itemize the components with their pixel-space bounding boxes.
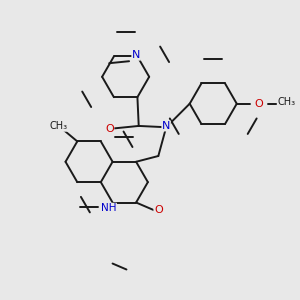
Text: N: N [162,121,170,131]
Text: O: O [154,206,163,215]
Text: N: N [132,50,140,60]
Text: NH: NH [101,203,116,213]
Text: CH₃: CH₃ [277,97,296,106]
Text: O: O [105,124,114,134]
Text: CH₃: CH₃ [50,121,68,131]
Text: O: O [255,99,263,109]
